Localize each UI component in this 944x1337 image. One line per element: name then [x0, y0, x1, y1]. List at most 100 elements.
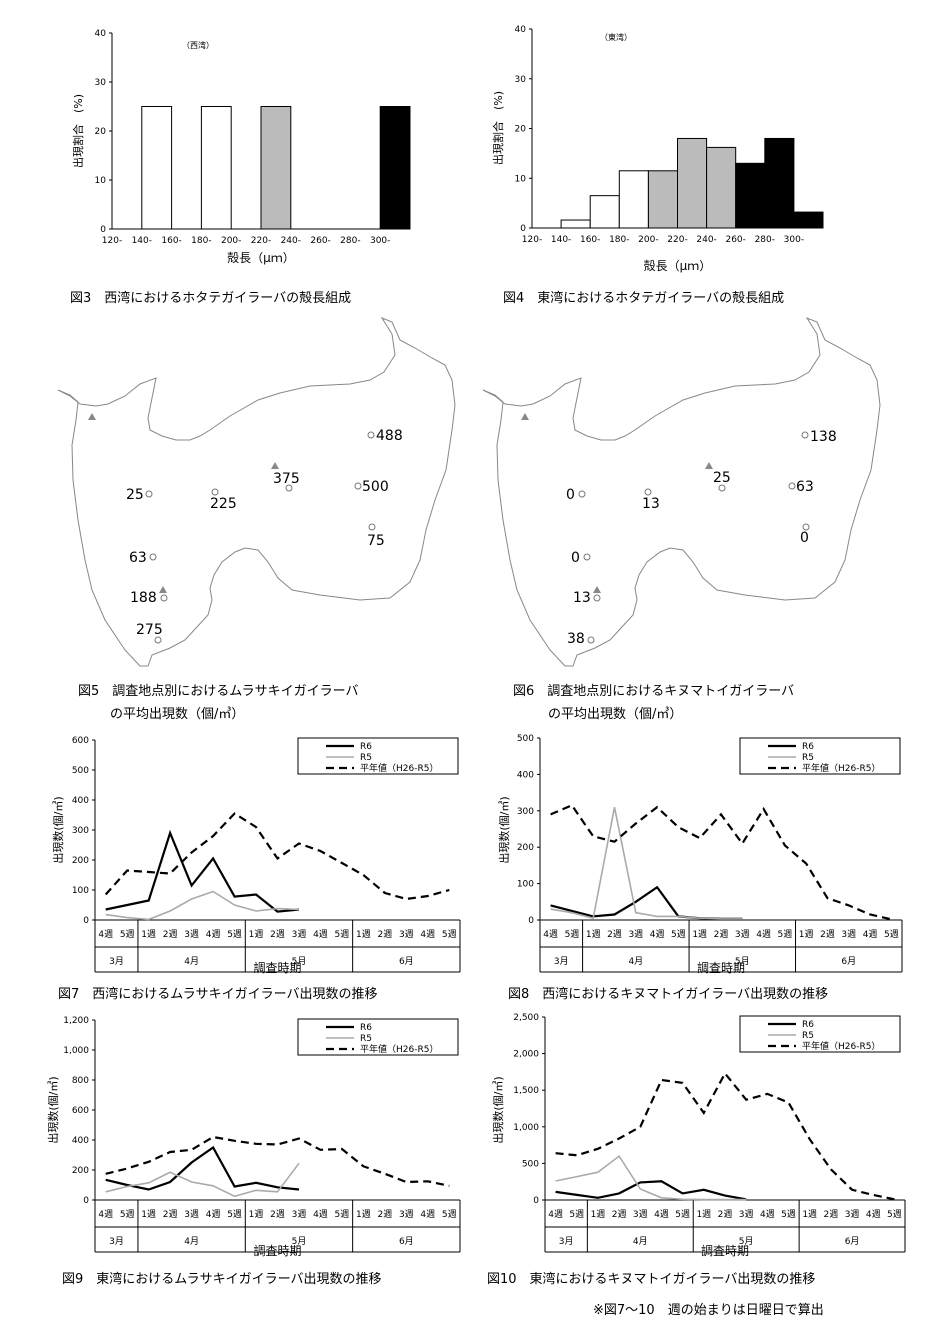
- fig10-week-label: 1週: [802, 1209, 817, 1220]
- fig10-legend-label: R5: [802, 1031, 814, 1041]
- fig8-series-2: [550, 803, 892, 921]
- fig3-xtick-label: 160-: [161, 236, 181, 246]
- map-east-site-value: 38: [567, 631, 585, 647]
- fig8-ytick-label: 100: [517, 880, 534, 890]
- fig9-week-label: 5週: [442, 1209, 457, 1220]
- fig7-legend-label: R5: [360, 753, 372, 763]
- fig7-week-label: 5週: [227, 929, 242, 940]
- fig9-week-label: 1週: [249, 1209, 264, 1220]
- fig7-ytick-label: 600: [72, 736, 89, 746]
- fig8-legend-label: R5: [802, 753, 814, 763]
- fig3-bar: [141, 106, 173, 230]
- fig8-week-label: 3週: [628, 929, 643, 940]
- fig7-month-label: 3月: [109, 956, 124, 967]
- map-east-site-marker: [788, 482, 796, 490]
- fig3-xtick-label: 280-: [340, 236, 360, 246]
- fig9-week-label: 4週: [420, 1209, 435, 1220]
- fig3-bar: [379, 106, 411, 230]
- fig7-month-label: 5月: [292, 956, 307, 967]
- map-east-site-marker: [587, 636, 595, 644]
- fig9-week-label: 1週: [141, 1209, 156, 1220]
- map-west-site-value: 63: [129, 550, 147, 566]
- caption-fig6-line2: の平均出現数（個/㎥）: [548, 707, 682, 722]
- fig10-month-label: 6月: [845, 1236, 860, 1247]
- fig7-ytick-label: 400: [72, 796, 89, 806]
- fig8-ytick-label: 400: [517, 770, 534, 780]
- fig9-month-label: 5月: [292, 1236, 307, 1247]
- map-east-site-value: 25: [713, 470, 731, 486]
- fig3-xtick-label: 220-: [251, 236, 271, 246]
- map-east-site-value: 13: [573, 590, 591, 606]
- map-east-coastline: [482, 316, 881, 667]
- fig7-ytick-label: 200: [72, 856, 89, 866]
- fig8-week-label: 4週: [543, 929, 558, 940]
- fig4-ylabel: 出現割合 (%): [491, 91, 505, 165]
- fig4-xtick-label: 200-: [638, 235, 658, 245]
- fig3-xtick-label: 300-: [370, 236, 390, 246]
- fig8-ytick-label: 500: [517, 734, 534, 744]
- fig4-bar: [589, 195, 620, 229]
- fig10-week-label: 4週: [866, 1209, 881, 1220]
- map-triangle-marker: [159, 586, 167, 593]
- fig7-week-label: 2週: [270, 929, 285, 940]
- map-east-site-value: 0: [566, 487, 575, 503]
- fig9-ylabel: 出現数(個/㎥): [46, 1076, 60, 1143]
- fig4-bar: [647, 170, 679, 229]
- fig9-ytick-label: 1,000: [63, 1046, 89, 1056]
- fig8-week-label: 1週: [799, 929, 814, 940]
- fig9-ytick-label: 800: [72, 1076, 89, 1086]
- fig7-week-label: 4週: [206, 929, 221, 940]
- fig7-legend-box: [297, 737, 459, 775]
- fig10-legend-label: R6: [802, 1020, 814, 1030]
- fig7-week-label: 5週: [120, 929, 135, 940]
- fig10-week-label: 2週: [718, 1209, 733, 1220]
- fig3-xlabel: 殻長（μｍ）: [227, 251, 295, 265]
- fig8-month-label: 4月: [628, 956, 643, 967]
- fig3-bar: [260, 106, 292, 230]
- chart-fig9: 0 200 400 600 800 1,000 1,200 出現数(個/㎥) 調査時期 4週 5週 1…: [46, 1016, 461, 1258]
- fig7-ytick-label: 500: [72, 766, 89, 776]
- map-west-site-value: 188: [130, 590, 157, 606]
- map-east-site-value: 63: [796, 479, 814, 495]
- fig9-week-label: 3週: [184, 1209, 199, 1220]
- caption-fig10: 図10 東湾におけるキヌマトイガイラーバ出現数の推移: [487, 1271, 815, 1287]
- fig7-legend-label: R6: [360, 742, 372, 752]
- fig10-week-label: 1週: [591, 1209, 606, 1220]
- fig9-month-label: 6月: [399, 1236, 414, 1247]
- fig3-bar: [200, 106, 232, 230]
- fig3-ytick-label: 0: [100, 225, 106, 235]
- fig7-ylabel: 出現数(個/㎥): [51, 796, 65, 863]
- fig8-week-label: 4週: [863, 929, 878, 940]
- caption-fig3: 図3 西湾におけるホタテガイラーバの殻長組成: [70, 290, 351, 306]
- fig4-xtick-label: 220-: [667, 235, 687, 245]
- fig7-week-label: 4週: [313, 929, 328, 940]
- map-west-site-marker: [160, 594, 168, 602]
- fig9-week-label: 5週: [227, 1209, 242, 1220]
- fig9-week-label: 2週: [377, 1209, 392, 1220]
- fig10-series-0: [555, 1180, 747, 1201]
- fig8-week-label: 4週: [650, 929, 665, 940]
- fig4-ytick-label: 30: [515, 75, 527, 85]
- fig4-inner-label: （東湾）: [600, 32, 632, 42]
- fig8-week-label: 5週: [778, 929, 793, 940]
- map-west: [57, 316, 456, 667]
- fig4-xtick-label: 140-: [551, 235, 571, 245]
- fig8-week-label: 1週: [692, 929, 707, 940]
- fig7-week-label: 2週: [163, 929, 178, 940]
- map-east-site-marker: [644, 488, 652, 496]
- fig10-week-label: 1週: [696, 1209, 711, 1220]
- fig7-week-label: 1週: [356, 929, 371, 940]
- fig10-week-label: 3週: [845, 1209, 860, 1220]
- fig9-legend-label: R5: [360, 1034, 372, 1044]
- fig10-week-label: 5週: [569, 1209, 584, 1220]
- fig4-ytick-label: 10: [515, 174, 527, 184]
- fig8-ytick-label: 200: [517, 843, 534, 853]
- map-west-site-marker: [354, 482, 362, 490]
- map-triangle-marker: [705, 462, 713, 469]
- fig10-series-1: [555, 1154, 747, 1201]
- fig9-week-label: 4週: [98, 1209, 113, 1220]
- fig9-series-2: [105, 1135, 450, 1187]
- map-east-site-marker: [593, 594, 601, 602]
- fig4-xtick-label: 280-: [755, 235, 775, 245]
